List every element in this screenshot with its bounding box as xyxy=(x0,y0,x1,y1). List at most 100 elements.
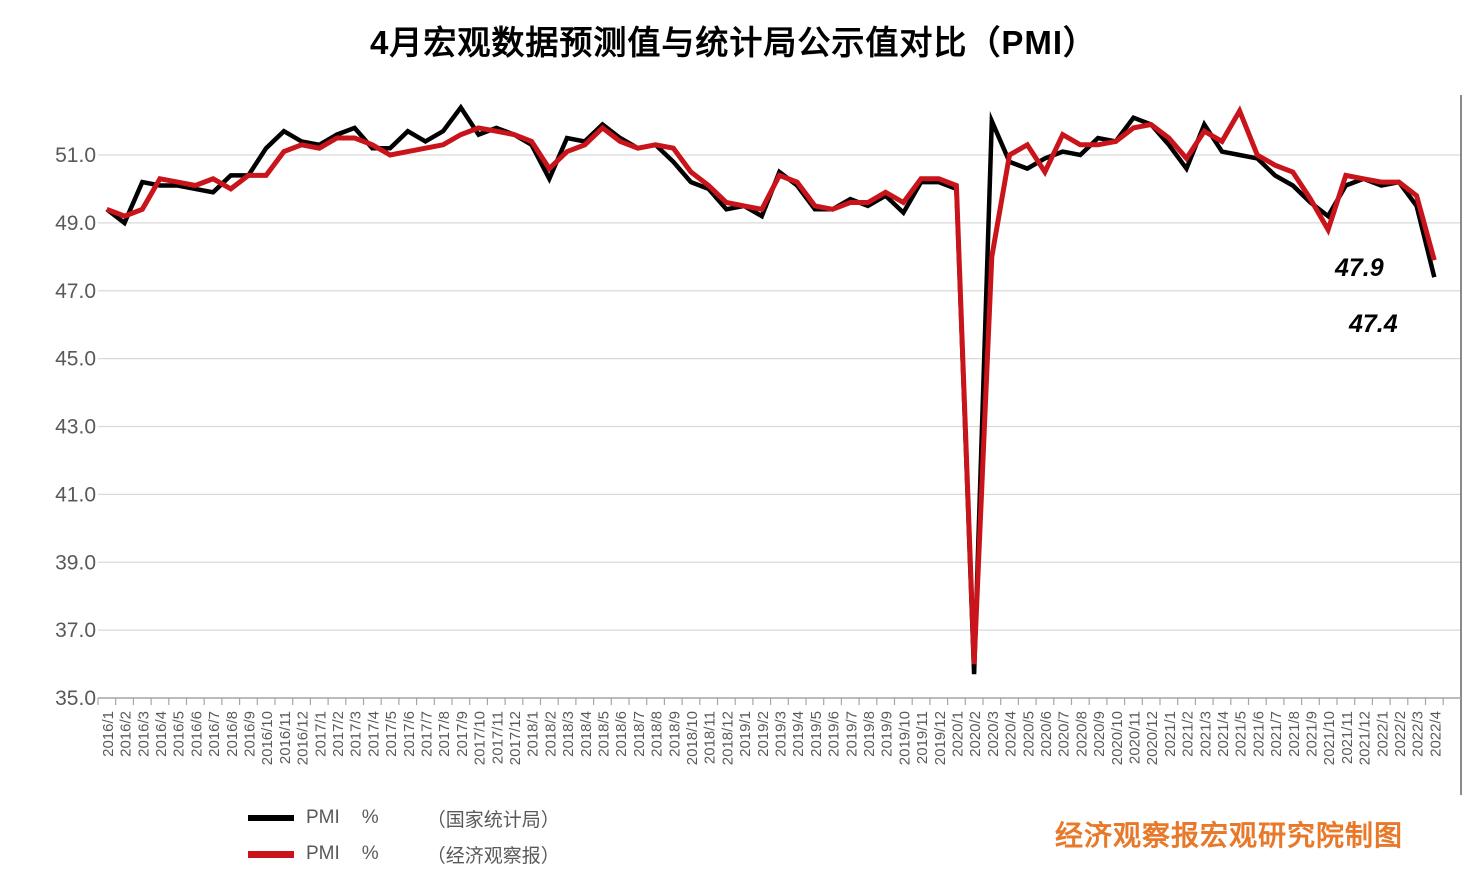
x-tick-label: 2021/1 xyxy=(1162,711,1179,757)
x-tick-label: 2021/6 xyxy=(1250,711,1267,757)
x-tick-label: 2020/2 xyxy=(967,711,984,757)
x-tick-label: 2020/5 xyxy=(1020,711,1037,757)
legend-series-label: PMI xyxy=(306,843,340,864)
gridlines xyxy=(98,154,1461,631)
x-tick-label: 2018/2 xyxy=(542,711,559,757)
legend: PMI % （国家统计局） PMI % （经济观察报） xyxy=(248,800,560,872)
legend-series-label: PMI xyxy=(306,807,340,828)
x-tick-label: 2018/9 xyxy=(666,711,683,757)
x-tick-label: 2018/11 xyxy=(702,711,719,764)
x-tick-label: 2018/4 xyxy=(578,711,595,757)
y-tick-label: 41.0 xyxy=(55,483,96,506)
x-tick-label: 2016/7 xyxy=(206,711,223,757)
x-tick-label: 2020/11 xyxy=(1126,711,1143,764)
x-tick-label: 2022/2 xyxy=(1392,711,1409,757)
x-tick-label: 2020/12 xyxy=(1144,711,1161,765)
chart-title: 4月宏观数据预测值与统计局公示值对比（PMI） xyxy=(369,24,1098,61)
x-tick-label: 2019/5 xyxy=(808,711,825,757)
legend-item-eo: PMI % （经济观察报） xyxy=(248,836,560,872)
x-tick-label: 2020/3 xyxy=(985,711,1002,757)
x-tick-label: 2016/4 xyxy=(153,711,170,757)
x-tick-label: 2021/4 xyxy=(1215,711,1232,757)
series-line-eo xyxy=(105,105,1437,665)
legend-series-unit: % xyxy=(361,843,379,864)
x-tick-label: 2021/2 xyxy=(1180,711,1197,757)
y-tick-label: 49.0 xyxy=(55,212,96,235)
x-axis xyxy=(97,697,1461,705)
y-tick-label: 51.0 xyxy=(55,144,96,167)
x-tick-label: 2016/12 xyxy=(295,711,312,765)
x-tick-label: 2020/10 xyxy=(1109,711,1126,765)
x-tick-label: 2017/3 xyxy=(348,711,365,757)
x-tick-label: 2019/11 xyxy=(914,711,931,764)
x-tick-label: 2017/7 xyxy=(418,711,435,757)
x-tick-label: 2016/11 xyxy=(277,711,294,764)
legend-series-source: （国家统计局） xyxy=(426,809,560,831)
x-tick-label: 2021/10 xyxy=(1321,711,1338,765)
x-tick-label: 2017/6 xyxy=(401,711,418,757)
x-tick-label: 2020/7 xyxy=(1056,711,1073,757)
x-tick-label: 2017/2 xyxy=(330,711,347,757)
x-tick-label: 2019/2 xyxy=(755,711,772,757)
x-tick-label: 2022/1 xyxy=(1374,711,1391,757)
data-label-eo-last-value: 47.9 xyxy=(1335,254,1384,282)
y-tick-label: 43.0 xyxy=(55,416,96,439)
data-label-nbs-last-value: 47.4 xyxy=(1349,310,1398,338)
x-tick-label: 2018/3 xyxy=(560,711,577,757)
x-tick-label: 2019/4 xyxy=(790,711,807,757)
x-tick-label: 2018/12 xyxy=(719,711,736,765)
x-tick-label: 2021/12 xyxy=(1357,711,1374,765)
x-tick-label: 2019/1 xyxy=(737,711,754,757)
x-tick-label: 2020/9 xyxy=(1091,711,1108,757)
x-tick-label: 2020/8 xyxy=(1073,711,1090,757)
y-tick-label: 35.0 xyxy=(55,687,96,710)
footer-credit: 经济观察报宏观研究院制图 xyxy=(1054,821,1403,852)
x-tick-label: 2017/11 xyxy=(489,711,506,764)
x-tick-label: 2021/7 xyxy=(1268,711,1285,757)
x-tick-label: 2019/6 xyxy=(826,711,843,757)
y-tick-label: 47.0 xyxy=(55,280,96,303)
x-tick-label: 2021/5 xyxy=(1233,711,1250,757)
y-tick-label: 37.0 xyxy=(55,619,96,642)
x-tick-label: 2020/4 xyxy=(1003,711,1020,757)
eo-line-swatch xyxy=(248,850,294,858)
x-tick-label: 2019/12 xyxy=(932,711,949,765)
legend-series-unit: % xyxy=(361,807,379,828)
x-tick-label: 2017/12 xyxy=(507,711,524,765)
x-tick-label: 2016/1 xyxy=(100,711,117,757)
x-tick-label: 2016/5 xyxy=(171,711,188,757)
x-tick-label: 2022/4 xyxy=(1427,711,1444,757)
x-tick-label: 2017/5 xyxy=(383,711,400,757)
y-tick-label: 39.0 xyxy=(55,551,96,574)
x-tick-label: 2019/9 xyxy=(879,711,896,757)
x-tick-label: 2017/1 xyxy=(312,711,329,757)
x-tick-label: 2020/1 xyxy=(949,711,966,757)
x-tick-label: 2021/8 xyxy=(1286,711,1303,757)
x-tick-label: 2016/2 xyxy=(118,711,135,757)
x-tick-label: 2018/7 xyxy=(631,711,648,757)
x-tick-label: 2019/10 xyxy=(896,711,913,765)
x-tick-label: 2016/3 xyxy=(135,711,152,757)
x-tick-label: 2022/3 xyxy=(1410,711,1427,757)
x-tick-label: 2019/8 xyxy=(861,711,878,757)
x-tick-label: 2018/5 xyxy=(595,711,612,757)
x-tick-label: 2018/6 xyxy=(613,711,630,757)
y-tick-label: 45.0 xyxy=(55,348,96,371)
x-tick-label: 2016/6 xyxy=(188,711,205,757)
x-tick-label: 2019/3 xyxy=(772,711,789,757)
x-tick-label: 2016/10 xyxy=(259,711,276,765)
legend-series-source: （经济观察报） xyxy=(426,845,560,867)
x-tick-label: 2018/8 xyxy=(649,711,666,757)
x-tick-label: 2017/8 xyxy=(436,711,453,757)
y-axis-labels: 51.0 49.0 47.0 45.0 43.0 41.0 39.0 37.0 35.0 xyxy=(55,144,96,710)
x-tick-label: 2021/3 xyxy=(1197,711,1214,757)
x-tick-label: 2017/9 xyxy=(454,711,471,757)
x-tick-label: 2018/10 xyxy=(684,711,701,765)
x-axis-labels: 2016/1 2016/2 2016/3 2016/4 2016/5 2016/6 2016… xyxy=(100,711,1444,765)
x-tick-label: 2017/10 xyxy=(472,711,489,765)
x-tick-label: 2018/1 xyxy=(525,711,542,757)
x-tick-label: 2020/6 xyxy=(1038,711,1055,757)
legend-item-nbs: PMI % （国家统计局） xyxy=(248,800,560,836)
